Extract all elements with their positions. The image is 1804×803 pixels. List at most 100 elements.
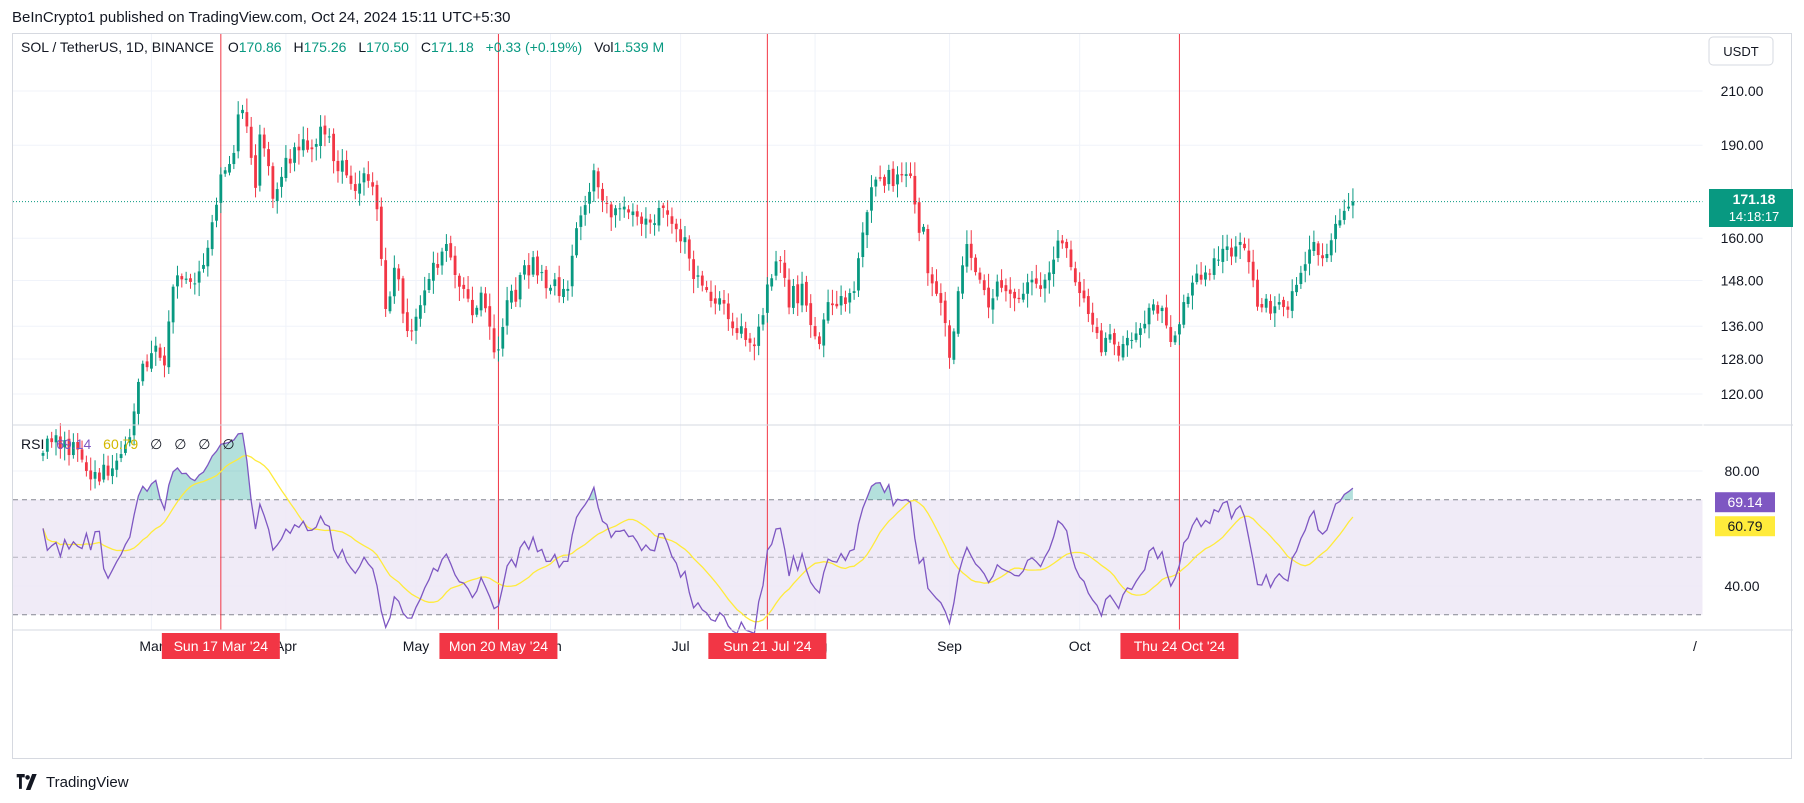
- candle-body: [557, 277, 561, 297]
- candle-body: [765, 284, 769, 313]
- currency-button[interactable]: USDT: [1708, 36, 1774, 66]
- candle-body: [579, 215, 583, 227]
- candle-body: [969, 243, 973, 258]
- candle-body: [388, 296, 392, 312]
- rsi-axis: 80.00 40.00: [1724, 463, 1759, 594]
- candle-body: [601, 188, 604, 201]
- candle-body: [1316, 243, 1320, 256]
- candle-body: [826, 302, 830, 321]
- date-marker-badge-bg: [708, 633, 827, 659]
- tradingview-chart[interactable]: 210.00 190.00 160.00 148.00 136.00 128.00 120.…: [13, 34, 1793, 760]
- candle-body: [63, 440, 67, 448]
- candle-body: [150, 353, 153, 369]
- candle-body: [687, 239, 691, 259]
- candle-body: [805, 281, 808, 306]
- candle-body: [787, 279, 791, 308]
- candle-body: [800, 283, 804, 306]
- rsi-badge-text: 69.14: [1727, 494, 1762, 510]
- currency-label[interactable]: USDT: [1723, 44, 1758, 59]
- date-marker-badge: Sun 17 Mar '24: [161, 633, 280, 659]
- candle-body: [913, 175, 917, 205]
- candle-body: [596, 171, 600, 188]
- candle-body: [1321, 255, 1324, 259]
- candle-body: [1286, 306, 1290, 310]
- candle-body: [1217, 259, 1220, 261]
- footer-brand[interactable]: TradingView: [14, 771, 129, 793]
- candle-body: [783, 262, 787, 278]
- candle-body: [414, 316, 418, 331]
- candle-body: [1221, 248, 1225, 262]
- candle-body: [679, 229, 683, 242]
- candle-body: [549, 287, 552, 291]
- candle-body: [995, 281, 999, 297]
- candle-body: [405, 312, 409, 332]
- candle-body: [1156, 305, 1160, 314]
- candle-body: [58, 436, 62, 450]
- candle-body: [466, 289, 470, 299]
- candle-body: [709, 291, 713, 301]
- candle-body: [1095, 326, 1099, 334]
- price-tick-label: 136.00: [1721, 318, 1764, 334]
- candle-body: [431, 262, 435, 281]
- candle-body: [1342, 210, 1346, 220]
- candle-body: [531, 257, 535, 275]
- rsi-level-lines: [13, 499, 1703, 616]
- date-marker-badge-bg: [439, 633, 558, 659]
- candle-body: [670, 216, 674, 224]
- candle-body: [202, 264, 205, 269]
- candle-body: [171, 286, 175, 323]
- candle-body: [54, 435, 58, 443]
- candle-body: [176, 275, 179, 287]
- candle-body: [674, 223, 678, 230]
- candle-body: [293, 147, 296, 163]
- candles: [41, 98, 1355, 491]
- candle-body: [544, 269, 548, 289]
- candle-body: [592, 170, 596, 192]
- open-label: O: [228, 39, 239, 55]
- candle-body: [553, 279, 557, 287]
- candle-body: [1091, 312, 1095, 325]
- candle-body: [896, 174, 899, 185]
- candle-body: [180, 276, 184, 280]
- candle-body: [930, 274, 934, 284]
- candle-body: [45, 438, 49, 452]
- candle-body: [154, 345, 158, 352]
- candle-body: [102, 464, 106, 480]
- candle-body: [444, 244, 448, 251]
- candle-body: [484, 293, 487, 309]
- candle-body: [124, 444, 127, 453]
- candle-body: [115, 460, 119, 470]
- candle-body: [340, 160, 344, 172]
- candle-body: [618, 208, 622, 210]
- candle-body: [401, 278, 405, 314]
- candle-body: [956, 291, 960, 334]
- candle-body: [132, 411, 136, 436]
- candle-body: [922, 226, 925, 232]
- candle-body: [1212, 258, 1216, 275]
- candle-body: [106, 465, 110, 476]
- candle-body: [640, 216, 643, 224]
- low-label: L: [358, 39, 366, 55]
- candle-body: [267, 149, 270, 167]
- candle-body: [41, 453, 45, 456]
- candle-body: [718, 298, 722, 305]
- candle-body: [1182, 302, 1186, 325]
- candle-body: [1264, 298, 1268, 308]
- candle-body: [453, 255, 457, 275]
- candle-body: [67, 438, 71, 456]
- candle-body: [1208, 273, 1212, 275]
- candle-body: [952, 331, 956, 360]
- candle-body: [215, 204, 218, 221]
- current-price: 171.18: [1733, 191, 1776, 207]
- candle-body: [796, 284, 800, 304]
- rsi-legend-name: RSI: [21, 436, 44, 452]
- candle-body: [137, 381, 140, 414]
- candle-body: [757, 326, 761, 346]
- candle-body: [1121, 344, 1125, 358]
- candle-body: [1104, 337, 1108, 352]
- candle-body: [288, 158, 292, 164]
- candle-body: [128, 437, 132, 443]
- candle-body: [1312, 241, 1316, 251]
- high-value: 175.26: [304, 39, 347, 55]
- candle-body: [514, 289, 518, 302]
